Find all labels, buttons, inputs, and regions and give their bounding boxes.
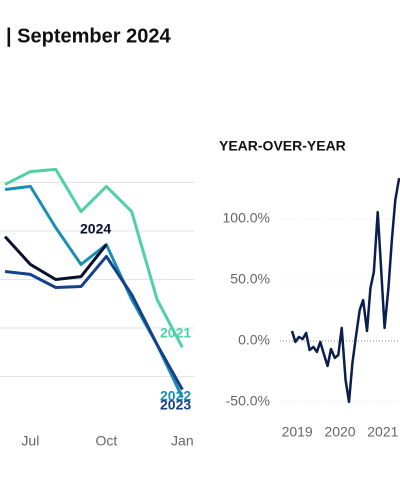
line-series [290, 177, 400, 404]
y-tick-label: 0.0% [238, 332, 270, 348]
x-tick-label: Oct [95, 433, 117, 449]
x-tick-label: 2019 [282, 424, 313, 440]
x-tick-label: Jul [21, 433, 39, 449]
series-label: 2022 [160, 388, 191, 404]
series-label: 2023 [160, 397, 191, 413]
y-tick-label: 100.0% [223, 210, 270, 226]
x-tick-label: 2021 [367, 424, 398, 440]
x-tick-label: 2020 [324, 424, 355, 440]
x-tick-label: Jan [171, 433, 194, 449]
line-series [3, 235, 108, 281]
y-tick-label: 50.0% [230, 271, 270, 287]
y-tick-label: -50.0% [226, 393, 270, 409]
line-series [4, 254, 184, 391]
series-label: 2021 [160, 325, 191, 341]
line-series [4, 167, 184, 349]
chart-title: | September 2024 [6, 25, 171, 47]
chart-title: YEAR-OVER-YEAR [219, 138, 346, 154]
series-label: 2024 [80, 221, 111, 237]
